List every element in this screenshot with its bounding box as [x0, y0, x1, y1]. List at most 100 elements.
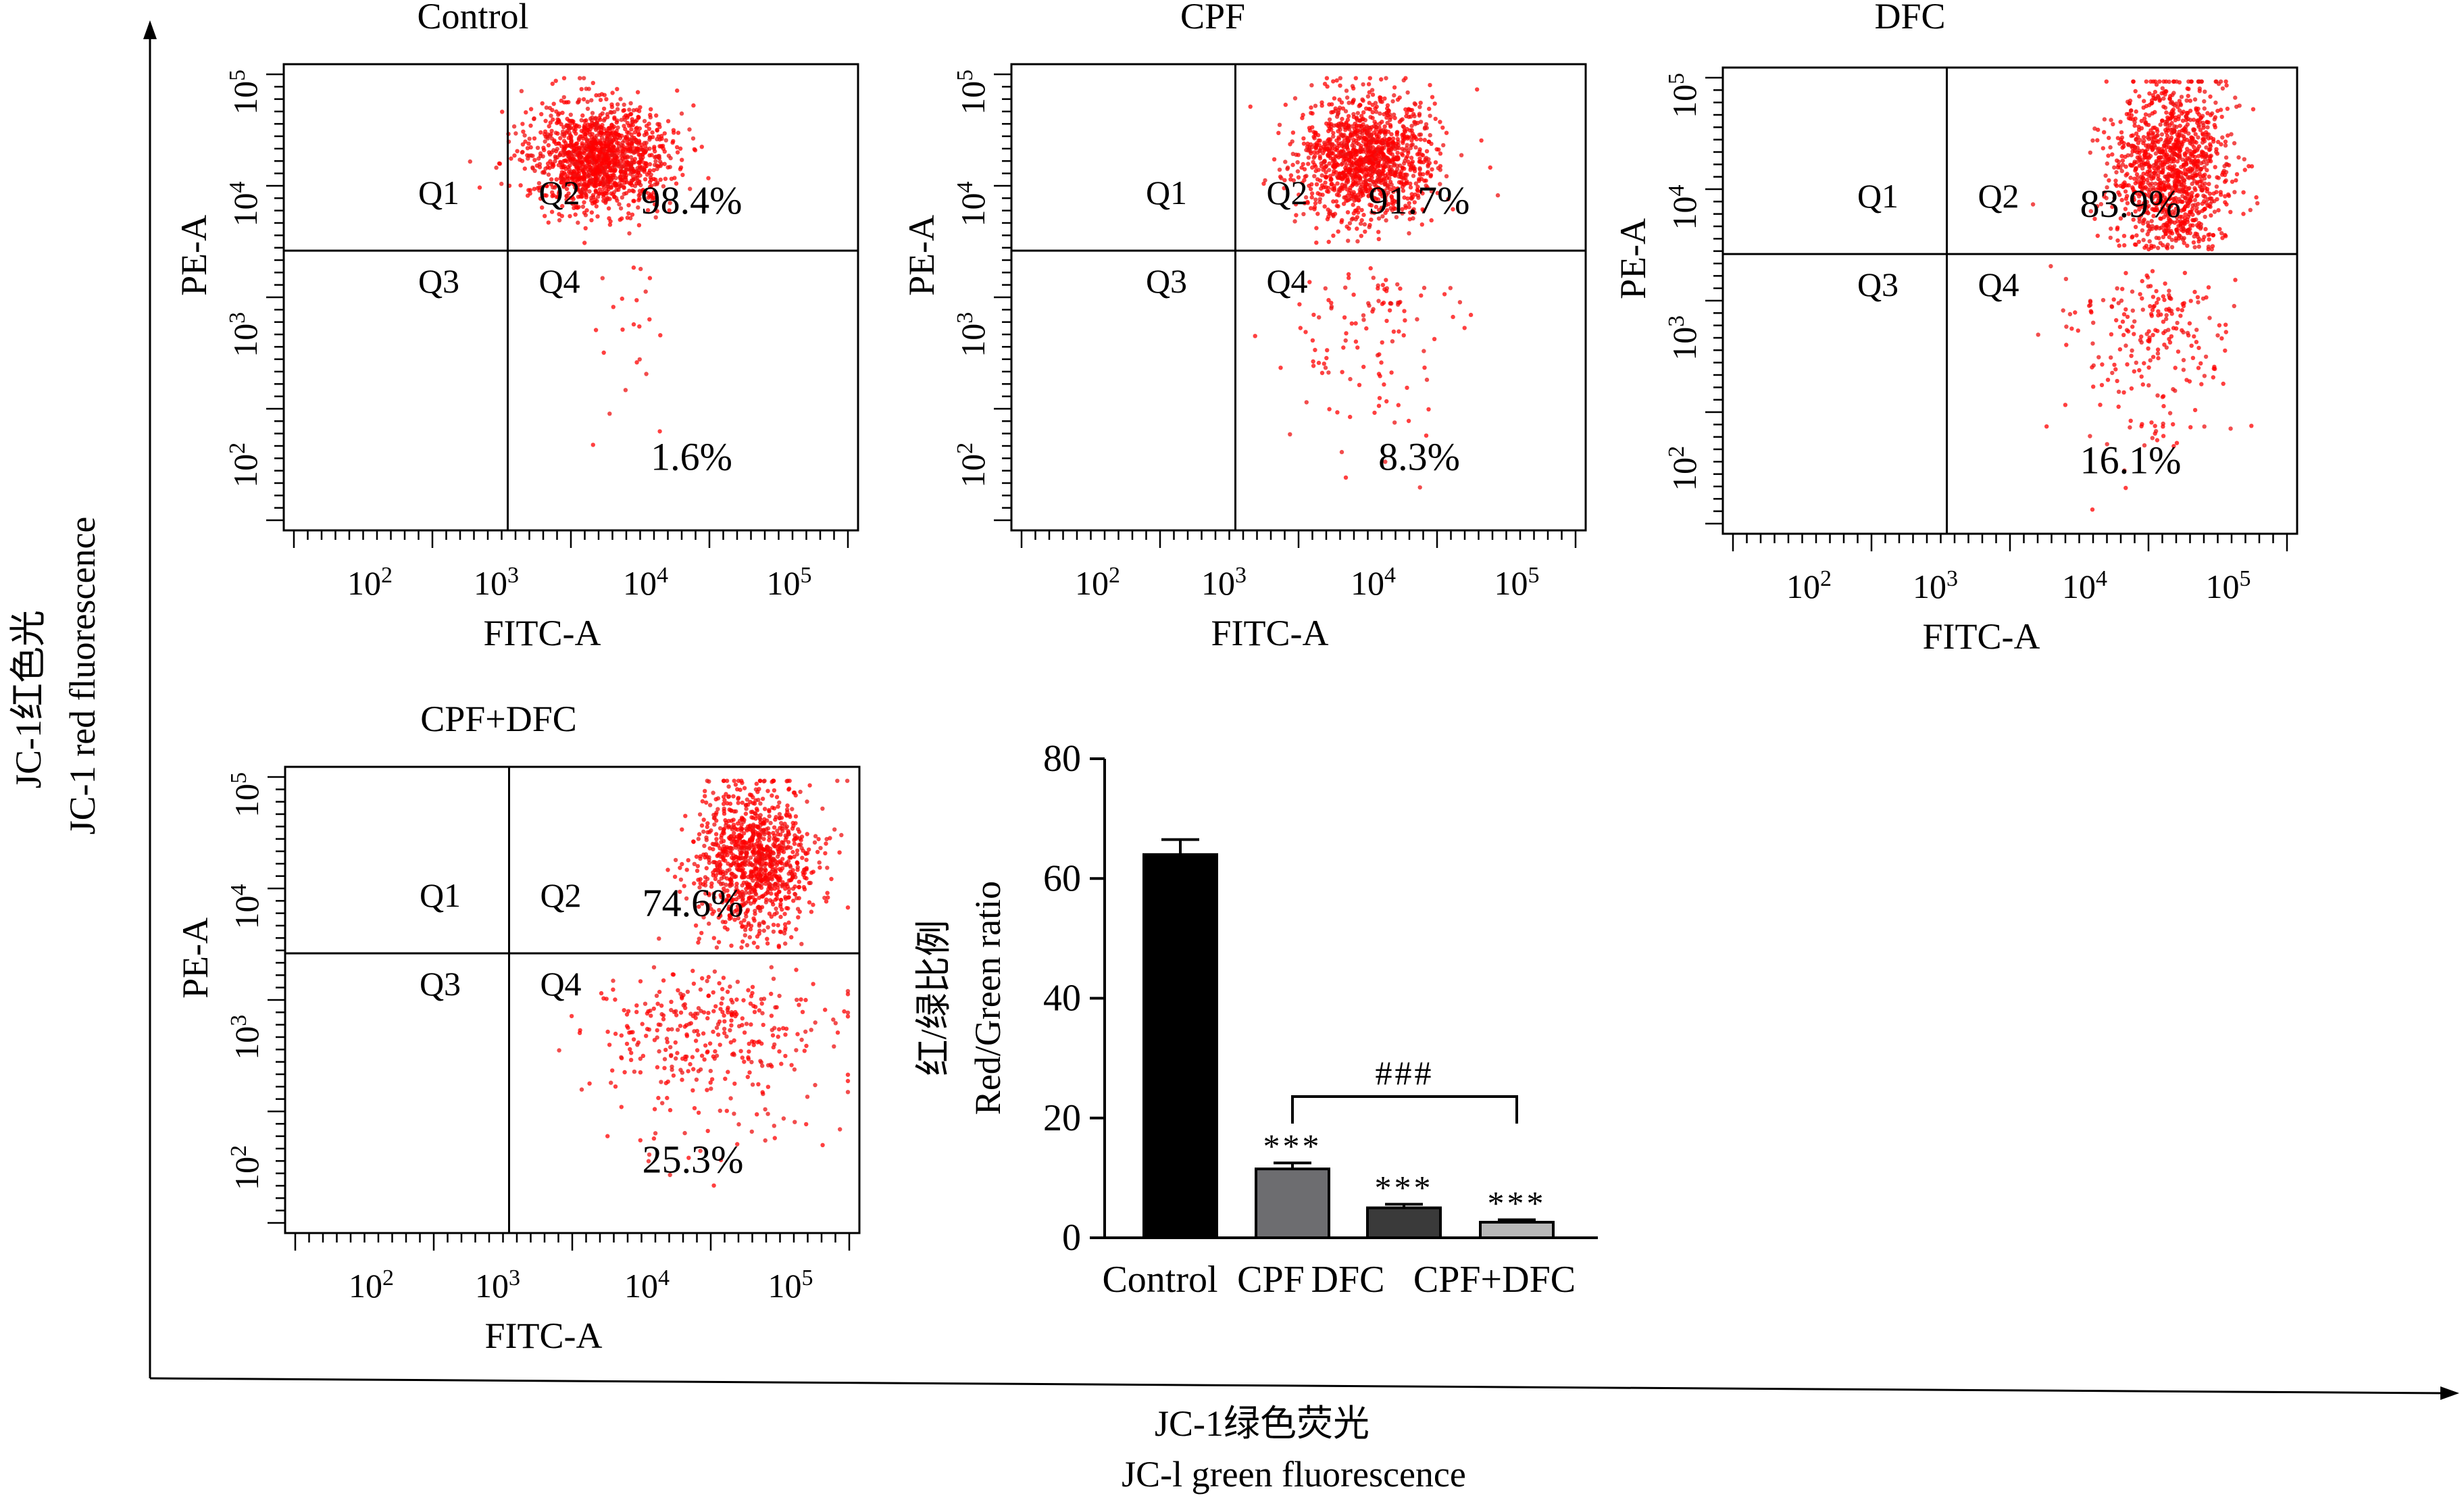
- data-point: [2201, 193, 2206, 198]
- data-point: [2110, 152, 2115, 157]
- data-point: [2180, 307, 2184, 313]
- data-point: [2138, 292, 2142, 297]
- data-point: [586, 145, 592, 149]
- data-point: [513, 131, 518, 136]
- data-point: [2169, 237, 2174, 243]
- data-point: [2161, 96, 2166, 101]
- data-point: [2132, 123, 2137, 128]
- data-point: [1448, 286, 1453, 291]
- data-point: [2197, 120, 2203, 124]
- data-point: [579, 159, 584, 164]
- data-point: [690, 136, 696, 141]
- data-point: [1350, 143, 1355, 148]
- data-point: [2223, 348, 2228, 353]
- data-point: [597, 174, 601, 179]
- panel-title: CPF: [1180, 0, 1245, 36]
- data-point: [580, 204, 586, 209]
- data-point: [2187, 321, 2192, 326]
- data-point: [1355, 345, 1360, 350]
- data-point: [734, 809, 738, 814]
- data-point: [795, 848, 800, 853]
- data-point: [1412, 101, 1417, 106]
- data-point: [740, 867, 746, 872]
- data-point: [2147, 335, 2152, 340]
- data-point: [2207, 174, 2211, 179]
- data-point: [587, 189, 592, 194]
- data-point: [574, 141, 578, 146]
- data-point: [2161, 330, 2166, 336]
- data-point: [2224, 83, 2229, 88]
- data-point: [2165, 119, 2169, 124]
- data-point: [582, 200, 586, 205]
- data-point: [643, 289, 648, 294]
- data-point: [2164, 145, 2169, 150]
- data-point: [1324, 355, 1329, 361]
- data-point: [2196, 366, 2201, 370]
- data-point: [1335, 174, 1340, 179]
- data-point: [1340, 161, 1345, 166]
- data-point: [2114, 170, 2119, 175]
- data-point: [588, 132, 593, 137]
- data-point: [1340, 186, 1345, 191]
- data-point: [522, 133, 527, 138]
- data-point: [657, 429, 662, 434]
- data-point: [622, 124, 626, 128]
- data-point: [783, 941, 788, 946]
- data-point: [2220, 86, 2226, 91]
- data-point: [1296, 153, 1301, 157]
- data-point: [1294, 213, 1299, 218]
- data-point: [614, 196, 619, 201]
- data-point: [1283, 159, 1288, 164]
- data-point: [1388, 122, 1393, 128]
- data-point: [557, 141, 561, 146]
- data-point: [2236, 155, 2241, 160]
- data-point: [1405, 154, 1410, 159]
- data-point: [580, 113, 585, 118]
- data-point: [807, 783, 812, 788]
- data-point: [2207, 154, 2213, 159]
- data-point: [1277, 168, 1282, 172]
- data-point: [1304, 400, 1309, 405]
- data-point: [589, 218, 594, 223]
- data-point: [639, 168, 644, 172]
- data-point: [2207, 191, 2213, 196]
- data-point: [636, 152, 641, 157]
- data-point: [1384, 76, 1388, 80]
- data-point: [584, 86, 588, 91]
- data-point: [1374, 160, 1380, 165]
- data-point: [1389, 370, 1394, 375]
- data-point: [579, 86, 584, 92]
- data-point: [576, 220, 580, 225]
- data-point: [1351, 216, 1355, 221]
- y-axis-label: PE-A: [174, 215, 214, 296]
- data-point: [1417, 167, 1422, 172]
- q2-percent: 83.9%: [2080, 182, 2182, 226]
- data-point: [1361, 116, 1365, 122]
- data-point: [601, 350, 606, 355]
- data-point: [1410, 159, 1415, 164]
- data-point: [1420, 153, 1426, 158]
- x-tick-label: 102: [1786, 566, 1832, 605]
- data-point: [1330, 212, 1336, 218]
- data-point: [1438, 168, 1442, 172]
- data-point: [2140, 175, 2145, 180]
- data-point: [1344, 120, 1349, 125]
- data-point: [615, 86, 620, 91]
- data-point: [1402, 148, 1407, 153]
- outer-y-label-cn: JC-1红色光: [8, 610, 49, 788]
- data-point: [630, 135, 634, 141]
- data-point: [702, 843, 707, 849]
- data-point: [1396, 403, 1401, 407]
- data-point: [2194, 161, 2200, 166]
- data-point: [2102, 117, 2107, 122]
- data-point: [2183, 190, 2188, 195]
- data-point: [622, 184, 626, 190]
- data-point: [2196, 224, 2201, 229]
- data-point: [2190, 206, 2195, 211]
- data-point: [2153, 225, 2158, 230]
- data-point: [837, 850, 842, 855]
- q2-percent: 91.7%: [1369, 178, 1470, 222]
- data-point: [1336, 189, 1341, 194]
- data-point: [1405, 90, 1410, 95]
- data-point: [561, 76, 567, 80]
